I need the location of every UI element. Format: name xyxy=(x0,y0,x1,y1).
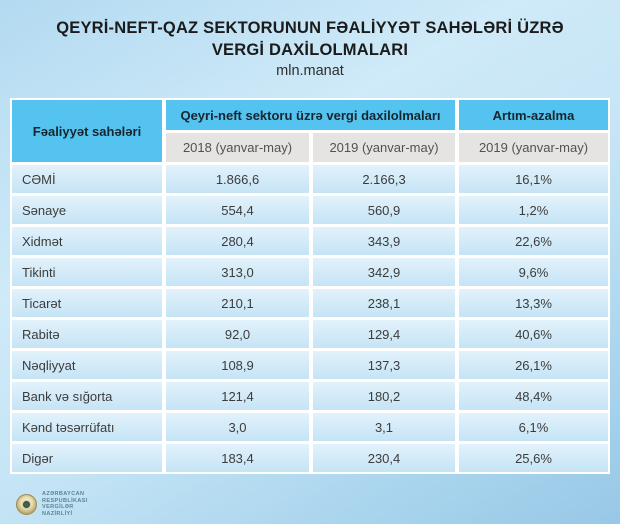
value-growth: 25,6% xyxy=(459,444,608,472)
row-label: Xidmət xyxy=(12,227,162,255)
ministry-logo-text: AZƏRBAYCAN RESPUBLİKASI VERGİLƏR NAZİRLİ… xyxy=(42,491,88,517)
value-growth: 9,6% xyxy=(459,258,608,286)
ministry-emblem-icon xyxy=(16,493,37,515)
value-growth: 16,1% xyxy=(459,165,608,193)
tax-table: Fəaliyyət sahələri Qeyri-neft sektoru üz… xyxy=(10,98,610,474)
row-label: Tikinti xyxy=(12,258,162,286)
value-2018: 92,0 xyxy=(166,320,309,348)
row-label: Ticarət xyxy=(12,289,162,317)
title-block: QEYRİ-NEFT-QAZ SEKTORUNUN FƏALİYYƏT SAHƏ… xyxy=(0,17,620,79)
logo-text-line: AZƏRBAYCAN xyxy=(42,491,85,497)
page-title-line2: VERGİ DAXİLOLMALARI xyxy=(211,41,409,59)
row-label: Kənd təsərrüfatı xyxy=(12,413,162,441)
column-header-growth: Artım-azalma xyxy=(459,100,608,130)
value-2019: 180,2 xyxy=(313,382,455,410)
value-2019: 129,4 xyxy=(313,320,455,348)
value-growth: 6,1% xyxy=(459,413,608,441)
subheader-2018: 2018 (yanvar-may) xyxy=(166,133,309,162)
subheader-growth-2019: 2019 (yanvar-may) xyxy=(459,133,608,162)
value-2019: 342,9 xyxy=(313,258,455,286)
value-growth: 22,6% xyxy=(459,227,608,255)
value-2018: 554,4 xyxy=(166,196,309,224)
logo-text-line: NAZİRLİYİ xyxy=(42,510,73,517)
column-header-activity: Fəaliyyət sahələri xyxy=(12,100,162,162)
value-2019: 3,1 xyxy=(313,413,455,441)
value-2018: 280,4 xyxy=(166,227,309,255)
value-2019: 230,4 xyxy=(313,444,455,472)
value-2018: 121,4 xyxy=(166,382,309,410)
row-label: Digər xyxy=(12,444,162,472)
row-label: CƏMİ xyxy=(12,165,162,193)
value-growth: 13,3% xyxy=(459,289,608,317)
value-2018: 313,0 xyxy=(166,258,309,286)
value-2018: 3,0 xyxy=(166,413,309,441)
logo-text-line: VERGİLƏR xyxy=(42,504,74,510)
value-growth: 1,2% xyxy=(459,196,608,224)
value-2018: 183,4 xyxy=(166,444,309,472)
value-growth: 26,1% xyxy=(459,351,608,379)
value-2019: 2.166,3 xyxy=(313,165,455,193)
column-header-group: Qeyri-neft sektoru üzrə vergi daxilolmal… xyxy=(166,100,455,130)
row-label: Rabitə xyxy=(12,320,162,348)
logo-text-line: RESPUBLİKASI xyxy=(42,497,88,504)
value-growth: 48,4% xyxy=(459,382,608,410)
subheader-2019: 2019 (yanvar-may) xyxy=(313,133,455,162)
row-label: Nəqliyyat xyxy=(12,351,162,379)
ministry-logo: AZƏRBAYCAN RESPUBLİKASI VERGİLƏR NAZİRLİ… xyxy=(16,491,88,517)
page-title-line1: QEYRİ-NEFT-QAZ SEKTORUNUN FƏALİYYƏT SAHƏ… xyxy=(56,19,564,37)
value-2019: 137,3 xyxy=(313,351,455,379)
value-2019: 343,9 xyxy=(313,227,455,255)
ministry-emblem-center xyxy=(22,499,31,509)
value-2019: 238,1 xyxy=(313,289,455,317)
row-label: Bank və sığorta xyxy=(12,382,162,410)
value-2018: 108,9 xyxy=(166,351,309,379)
value-2019: 560,9 xyxy=(313,196,455,224)
title-unit: mln.manat xyxy=(276,63,344,79)
value-2018: 1.866,6 xyxy=(166,165,309,193)
value-2018: 210,1 xyxy=(166,289,309,317)
row-label: Sənaye xyxy=(12,196,162,224)
value-growth: 40,6% xyxy=(459,320,608,348)
